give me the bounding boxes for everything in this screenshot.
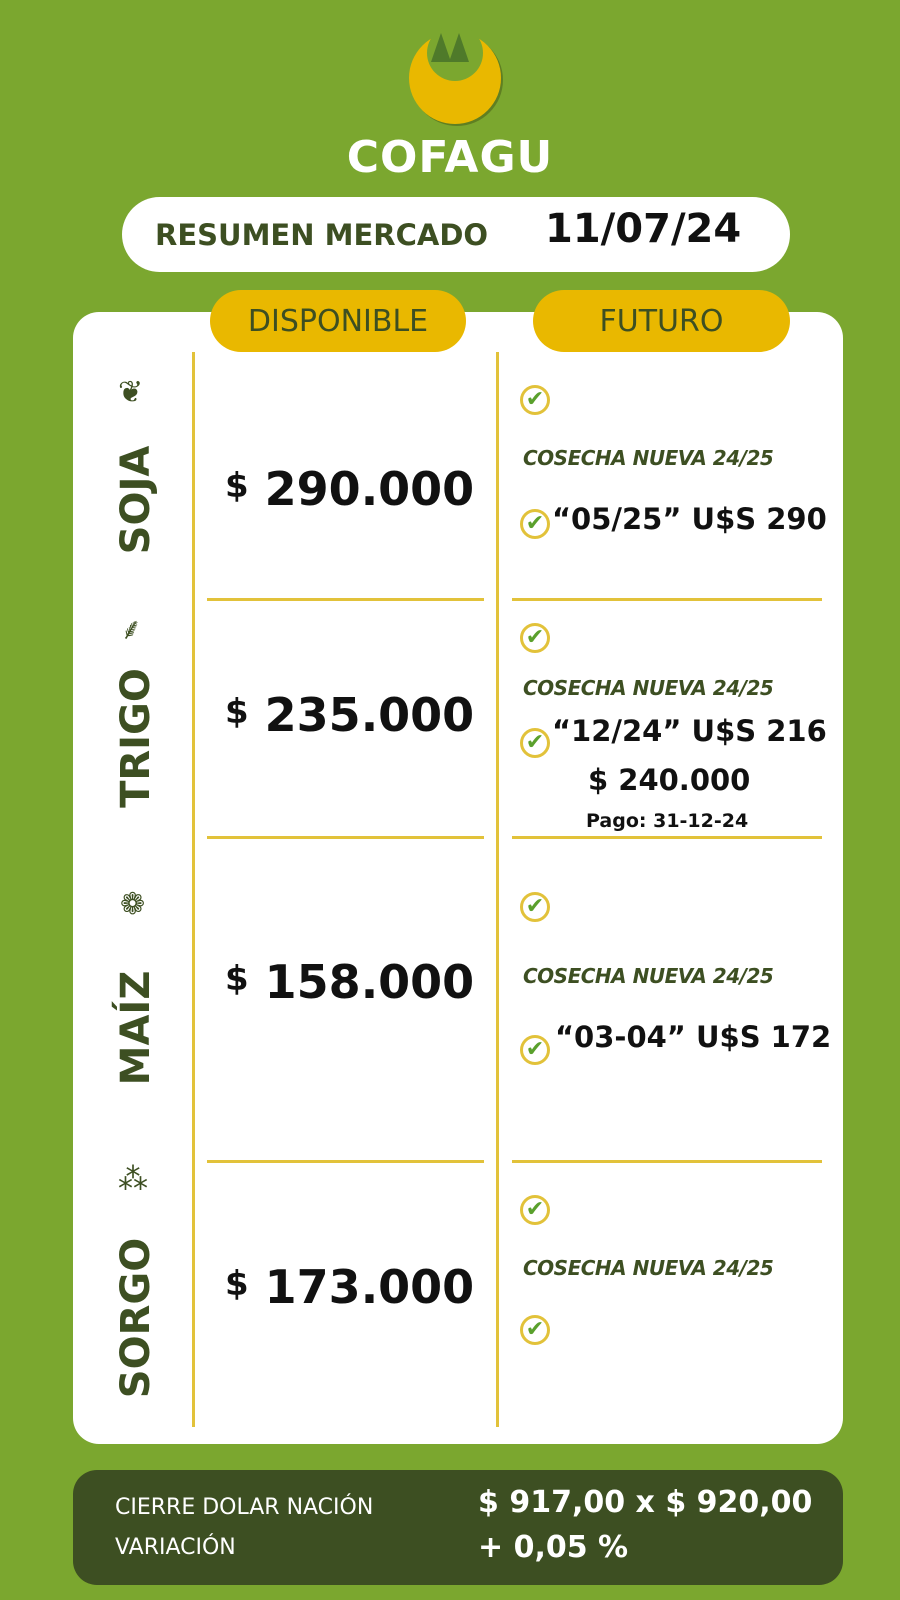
cofagu-logo	[409, 28, 503, 126]
wheat-icon: ⸙	[120, 612, 143, 647]
dollar-label: CIERRE DOLAR NACIÓN	[115, 1495, 374, 1520]
pago-date: Pago: 31-12-24	[586, 810, 749, 832]
futuro-soja: “05/25” U$S 290	[552, 502, 827, 536]
cosecha-label: COSECHA NUEVA 24/25	[523, 676, 774, 700]
divider	[207, 1160, 484, 1163]
variation-label: VARIACIÓN	[115, 1535, 236, 1560]
check-icon: ✔	[520, 892, 550, 922]
price-soja: $290.000	[225, 462, 474, 516]
currency-symbol: $	[225, 959, 249, 999]
divider	[496, 352, 499, 1427]
check-icon: ✔	[520, 1315, 550, 1345]
divider	[512, 598, 822, 601]
price-maiz: $158.000	[225, 955, 474, 1009]
variation-value: + 0,05 %	[478, 1530, 629, 1565]
dollar-value: $ 917,00 x $ 920,00	[478, 1485, 813, 1520]
price-value: 235.000	[264, 688, 475, 742]
report-date: 11/07/24	[545, 206, 742, 252]
dollar-summary-bar	[73, 1470, 843, 1585]
divider	[512, 836, 822, 839]
divider	[512, 1160, 822, 1163]
price-sorgo: $173.000	[225, 1260, 474, 1314]
check-icon: ✔	[520, 728, 550, 758]
crop-label-trigo: TRIGO	[113, 668, 159, 808]
divider	[207, 598, 484, 601]
crop-label-sorgo: SORGO	[113, 1237, 159, 1399]
check-icon: ✔	[520, 1035, 550, 1065]
check-icon: ✔	[520, 623, 550, 653]
price-value: 158.000	[264, 955, 475, 1009]
column-header-disponible: DISPONIBLE	[210, 290, 466, 352]
divider	[192, 352, 195, 1427]
cosecha-label: COSECHA NUEVA 24/25	[523, 1256, 774, 1280]
crop-label-soja: SOJA	[113, 445, 159, 555]
check-icon: ✔	[520, 1195, 550, 1225]
price-value: 290.000	[264, 462, 475, 516]
futuro-maiz: “03-04” U$S 172	[555, 1020, 832, 1054]
corn-icon: ❁	[120, 887, 146, 922]
cosecha-label: COSECHA NUEVA 24/25	[523, 446, 774, 470]
brand-name: COFAGU	[346, 132, 554, 183]
sorghum-icon: ⁂	[118, 1162, 148, 1197]
price-trigo: $235.000	[225, 688, 474, 742]
price-value: 173.000	[264, 1260, 475, 1314]
market-card	[73, 312, 843, 1444]
futuro-trigo: “12/24” U$S 216	[552, 714, 827, 748]
futuro-trigo-pesos: $ 240.000	[588, 763, 751, 797]
title-pill	[122, 197, 790, 272]
currency-symbol: $	[225, 1264, 249, 1304]
page-title: RESUMEN MERCADO	[155, 218, 489, 252]
column-header-futuro: FUTURO	[533, 290, 790, 352]
currency-symbol: $	[225, 692, 249, 732]
currency-symbol: $	[225, 466, 249, 506]
soybean-icon: ❦	[118, 375, 144, 410]
crop-label-maiz: MAÍZ	[113, 970, 159, 1086]
divider	[207, 836, 484, 839]
check-icon: ✔	[520, 509, 550, 539]
cosecha-label: COSECHA NUEVA 24/25	[523, 964, 774, 988]
check-icon: ✔	[520, 385, 550, 415]
